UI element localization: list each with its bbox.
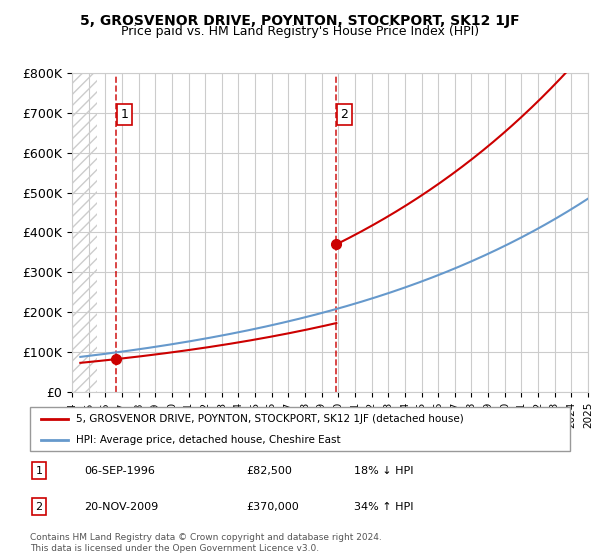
Text: HPI: Average price, detached house, Cheshire East: HPI: Average price, detached house, Ches… [76,435,341,445]
Bar [72,73,97,392]
Text: 20-NOV-2009: 20-NOV-2009 [84,502,158,512]
FancyBboxPatch shape [30,407,570,451]
Text: 1: 1 [121,108,128,121]
Text: 06-SEP-1996: 06-SEP-1996 [84,465,155,475]
Bar [72,73,97,392]
Text: £82,500: £82,500 [246,465,292,475]
Text: 5, GROSVENOR DRIVE, POYNTON, STOCKPORT, SK12 1JF (detached house): 5, GROSVENOR DRIVE, POYNTON, STOCKPORT, … [76,414,464,424]
Text: 5, GROSVENOR DRIVE, POYNTON, STOCKPORT, SK12 1JF: 5, GROSVENOR DRIVE, POYNTON, STOCKPORT, … [80,14,520,28]
Text: 34% ↑ HPI: 34% ↑ HPI [354,502,413,512]
Text: 2: 2 [35,502,43,512]
Text: 2: 2 [340,108,349,121]
Text: Price paid vs. HM Land Registry's House Price Index (HPI): Price paid vs. HM Land Registry's House … [121,25,479,38]
Text: 1: 1 [35,465,43,475]
Text: 18% ↓ HPI: 18% ↓ HPI [354,465,413,475]
Text: Contains HM Land Registry data © Crown copyright and database right 2024.
This d: Contains HM Land Registry data © Crown c… [30,533,382,553]
Text: £370,000: £370,000 [246,502,299,512]
